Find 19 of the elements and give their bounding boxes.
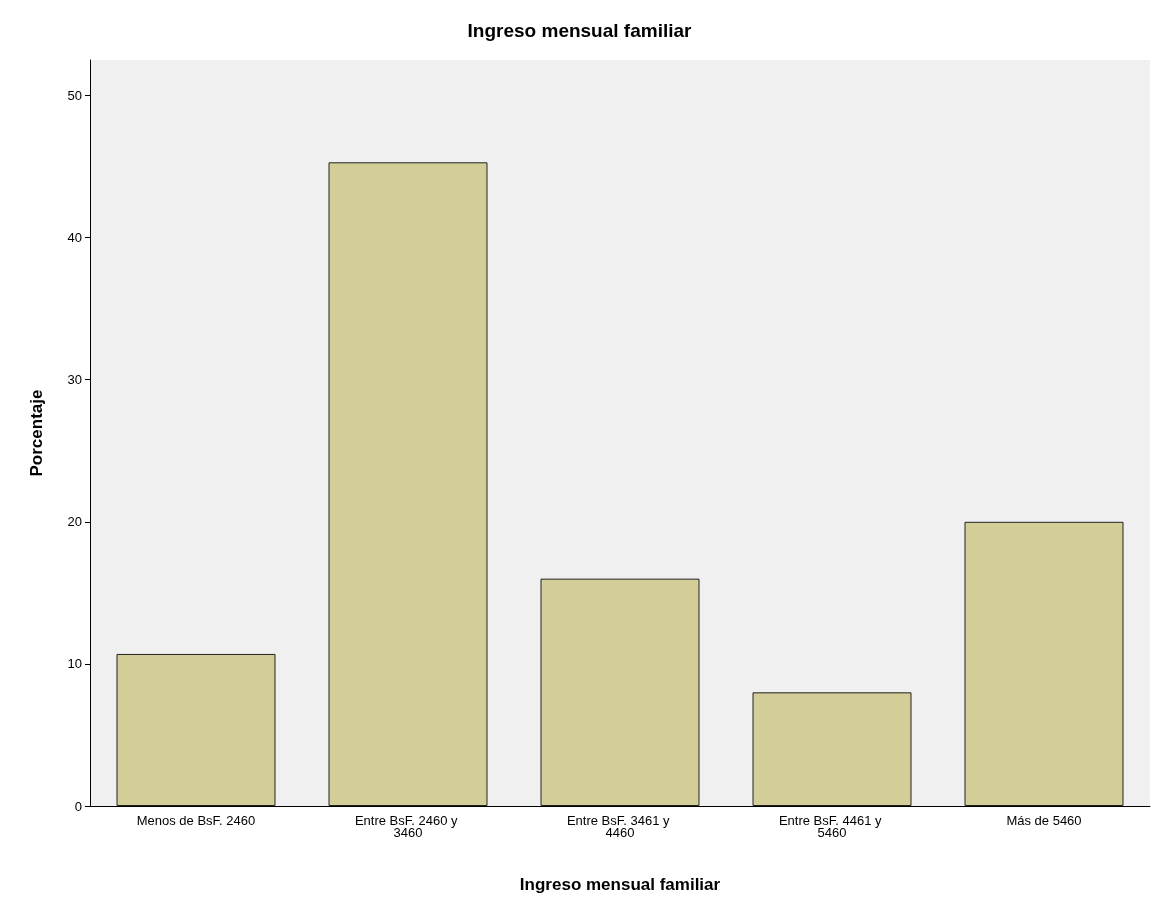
y-tick-label: 0 — [74, 798, 82, 814]
bar — [540, 578, 700, 806]
x-axis-title: Ingreso mensual familiar — [519, 875, 721, 894]
x-tick-label: Entre BsF. 3461 y 4460 — [566, 812, 674, 840]
x-tick-label: Menos de BsF. 2460 — [136, 812, 256, 828]
y-axis-title: Porcentaje — [27, 389, 46, 477]
bar — [328, 162, 488, 806]
y-tick-label: 30 — [67, 372, 82, 388]
y-tick-label: 50 — [67, 88, 82, 104]
bar — [752, 692, 912, 806]
y-tick-label: 20 — [67, 514, 82, 530]
y-tick-label: 40 — [67, 230, 82, 246]
chart-title: Ingreso mensual familiar — [467, 20, 693, 41]
x-tick-label: Más de 5460 — [1006, 812, 1082, 828]
x-tick-label: Entre BsF. 4461 y 5460 — [778, 812, 886, 840]
bar — [116, 653, 276, 806]
x-tick-label: Entre BsF. 2460 y 3460 — [354, 812, 462, 840]
bar — [964, 521, 1124, 806]
y-tick-label: 10 — [67, 656, 82, 672]
